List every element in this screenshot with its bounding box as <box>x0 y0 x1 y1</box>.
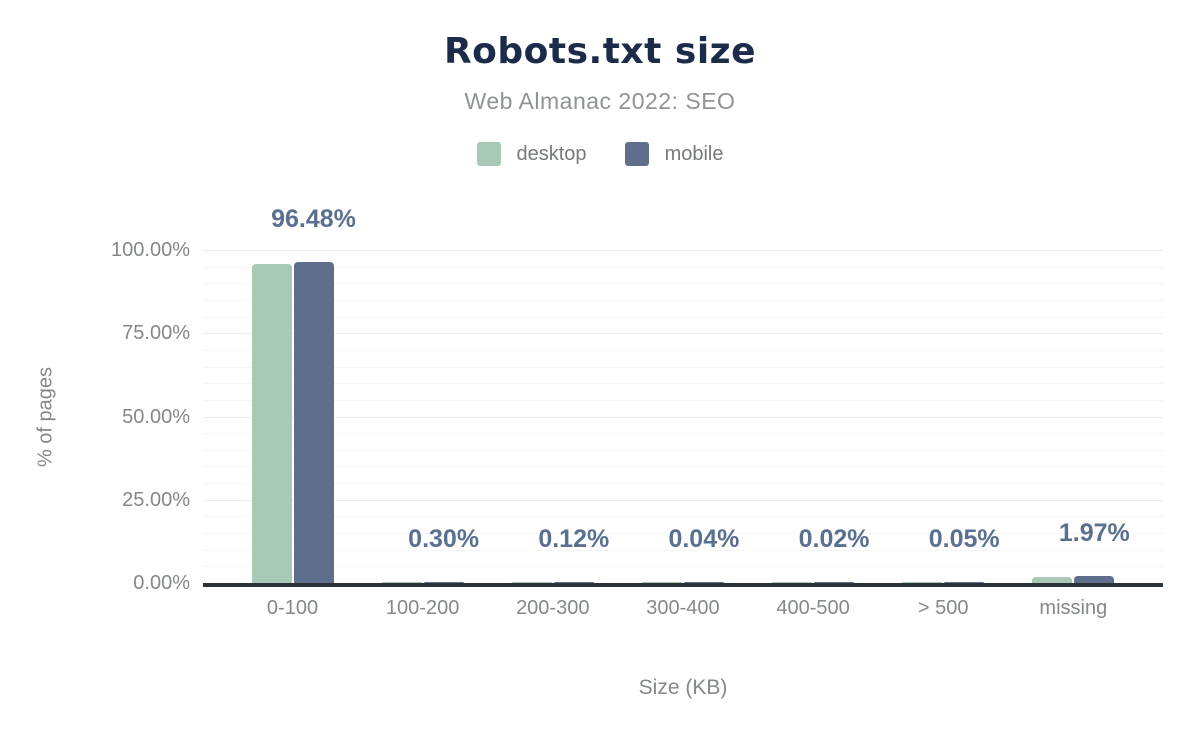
bar-mobile-400-500[interactable] <box>814 582 855 583</box>
y-axis-title: % of pages <box>34 366 57 468</box>
gridline-70pct <box>203 349 1163 351</box>
bar-mobile-300-400[interactable] <box>683 582 724 583</box>
gridline-85pct <box>203 299 1163 301</box>
gridline-35pct <box>203 466 1163 468</box>
legend-swatch-desktop <box>476 142 501 166</box>
x-tick-label-missing: missing <box>1039 597 1108 619</box>
gridline-90pct <box>203 283 1163 285</box>
x-tick-label-100-200: 100-200 <box>385 597 460 619</box>
y-tick-label-0: 0.00% <box>133 572 190 594</box>
chart-title: Robots.txt size <box>443 31 757 72</box>
bar-desktop-300-400[interactable] <box>641 582 682 583</box>
gridline-65pct <box>203 366 1163 368</box>
gridline-50pct <box>203 416 1163 418</box>
gridline-95pct <box>203 266 1163 268</box>
x-tick-label-> 500: > 500 <box>917 597 969 619</box>
data-label-200-300: 0.12% <box>538 525 610 553</box>
y-tick-label-100: 100.00% <box>111 239 190 261</box>
data-label-400-500: 0.02% <box>798 525 870 553</box>
gridline-45pct <box>203 433 1163 435</box>
data-label-0-100: 96.48% <box>271 204 356 233</box>
gridline-40pct <box>203 449 1163 451</box>
x-axis-title: Size (KB) <box>638 676 728 699</box>
bar-desktop-> 500[interactable] <box>902 582 943 583</box>
plot-area: 96.48% 0.30% 0.12% 0.04% 0.02% 0.05% 1.97% <box>203 206 1163 587</box>
legend-label-desktop: desktop <box>516 142 587 165</box>
bar-mobile-0-100[interactable] <box>293 261 334 583</box>
gridline-25pct <box>203 499 1163 501</box>
bar-desktop-400-500[interactable] <box>772 582 813 583</box>
y-tick-label-25: 25.00% <box>122 488 190 511</box>
gridline-100pct <box>203 250 1163 251</box>
bar-mobile-100-200[interactable] <box>423 582 464 583</box>
legend-swatch-mobile <box>624 142 649 166</box>
legend-item-desktop: desktop <box>476 142 587 166</box>
gridline-60pct <box>203 383 1163 385</box>
legend-label-mobile: mobile <box>664 142 724 165</box>
y-tick-label-50: 50.00% <box>122 405 190 428</box>
y-tick-label-75: 75.00% <box>122 322 190 345</box>
bar-mobile-> 500[interactable] <box>944 582 985 583</box>
gridline-10pct <box>203 549 1163 551</box>
legend: desktop mobile <box>0 142 1200 166</box>
legend-item-mobile: mobile <box>624 142 724 166</box>
bar-mobile-200-300[interactable] <box>553 582 594 583</box>
gridline-15pct <box>203 533 1163 535</box>
bar-desktop-missing[interactable] <box>1032 577 1073 583</box>
gridline-30pct <box>203 483 1163 485</box>
gridline-75pct <box>203 333 1163 335</box>
x-tick-label-200-300: 200-300 <box>516 597 590 619</box>
bar-desktop-200-300[interactable] <box>511 582 552 583</box>
data-label-100-200: 0.30% <box>408 525 480 553</box>
chart-subtitle: Web Almanac 2022: SEO <box>464 88 736 114</box>
gridline-55pct <box>203 399 1163 401</box>
bar-mobile-missing[interactable] <box>1074 576 1115 583</box>
gridline-80pct <box>203 316 1163 318</box>
x-tick-label-0-100: 0-100 <box>266 597 319 619</box>
x-tick-label-400-500: 400-500 <box>776 597 850 619</box>
gridline-20pct <box>203 516 1163 518</box>
x-tick-label-300-400: 300-400 <box>646 597 720 619</box>
bar-desktop-0-100[interactable] <box>251 264 292 583</box>
data-label-> 500: 0.05% <box>928 525 1000 553</box>
data-label-300-400: 0.04% <box>668 525 740 553</box>
gridline-5pct <box>203 566 1163 568</box>
data-label-missing: 1.97% <box>1058 519 1130 548</box>
bar-desktop-100-200[interactable] <box>381 582 422 583</box>
